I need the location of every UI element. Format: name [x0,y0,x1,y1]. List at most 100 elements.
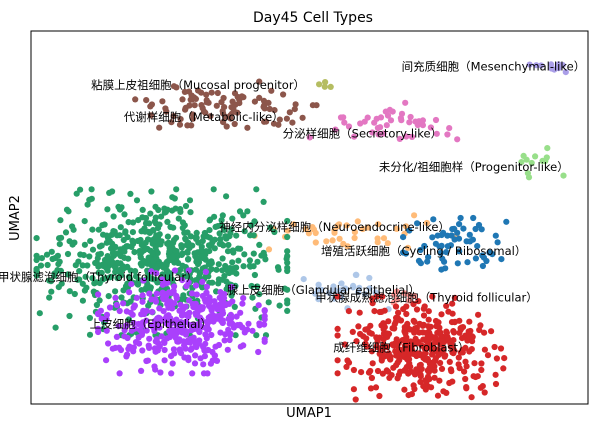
cell-point-cluster-8 [148,268,155,275]
cell-point-cluster-8 [202,268,209,275]
cell-point-cluster-5 [302,226,309,233]
cell-point-cluster-7 [260,249,267,256]
cell-point-cluster-7 [99,222,106,229]
cell-point-cluster-7 [106,274,114,281]
cell-point-cluster-6 [456,221,463,228]
cell-point-cluster-2 [291,106,298,113]
cell-point-cluster-2 [227,115,234,122]
cell-point-cluster-2 [289,119,296,126]
cell-point-cluster-11 [420,336,427,343]
cell-point-cluster-8 [237,343,244,350]
cell-point-cluster-6 [469,236,476,243]
cell-point-cluster-7 [84,201,91,208]
cell-point-cluster-8 [240,295,247,302]
cell-point-cluster-8 [261,316,268,323]
cell-point-cluster-8 [167,315,174,322]
chart-title: Day45 Cell Types [253,10,373,26]
cell-point-cluster-8 [189,370,196,377]
cell-point-cluster-7 [199,237,206,245]
cell-point-cluster-8 [139,329,146,336]
cell-point-cluster-11 [448,368,455,375]
cell-point-cluster-8 [117,346,125,354]
cell-point-cluster-7 [211,245,218,252]
cell-point-cluster-7 [262,256,269,263]
cell-point-cluster-7 [95,226,102,233]
cell-point-cluster-4 [532,153,539,160]
cell-point-cluster-7 [33,235,40,242]
cell-point-cluster-2 [184,122,191,129]
cluster-label-1: 间充质细胞（Mesenchymal-like） [402,59,586,73]
cell-point-cluster-7 [125,255,132,262]
cluster-label-7: 甲状腺滤泡细胞（Thyroid follicular） [0,270,198,284]
cell-point-cluster-8 [153,290,160,297]
cell-point-cluster-8 [168,353,175,360]
cell-point-cluster-11 [384,352,391,359]
cell-point-cluster-6 [464,259,471,266]
cell-point-cluster-2 [170,113,177,120]
cell-point-cluster-11 [341,341,348,348]
cell-point-cluster-7 [87,238,94,245]
cell-point-cluster-8 [170,287,177,294]
cell-point-cluster-11 [501,355,508,362]
cell-point-cluster-2 [256,78,263,85]
cell-point-cluster-7 [187,209,194,216]
cell-point-cluster-7 [233,264,240,271]
cell-point-cluster-2 [261,105,268,112]
cell-point-cluster-11 [372,384,380,391]
cell-point-cluster-7 [260,198,267,205]
cell-point-cluster-2 [268,87,275,94]
cell-point-cluster-8 [185,267,192,274]
cell-point-cluster-7 [103,232,110,239]
cell-point-cluster-8 [197,306,204,313]
cell-point-cluster-7 [196,269,203,276]
cell-point-cluster-3 [427,124,434,131]
cell-point-cluster-8 [128,327,135,334]
cell-point-cluster-3 [402,99,409,106]
cell-point-cluster-3 [396,135,403,142]
cell-point-cluster-3 [373,115,380,122]
cell-point-cluster-7 [89,275,96,282]
cell-point-cluster-7 [141,225,148,232]
cell-point-cluster-8 [160,290,167,297]
cell-point-cluster-11 [493,355,500,362]
cell-point-cluster-4 [542,157,549,165]
y-axis-label: UMAP2 [8,195,23,241]
cell-point-cluster-7 [227,230,234,237]
cell-point-cluster-11 [403,310,410,318]
cell-point-cluster-7 [145,302,152,309]
cell-point-cluster-7 [175,215,182,222]
cell-point-cluster-11 [462,375,469,383]
cell-point-cluster-7 [166,248,173,255]
cell-point-cluster-11 [425,323,432,330]
cell-point-cluster-2 [177,116,184,123]
cell-point-cluster-9 [315,296,322,303]
cell-point-cluster-8 [130,348,137,355]
cluster-label-2: 代谢样细胞（Metabolic-like） [124,110,284,124]
cell-point-cluster-8 [228,284,235,291]
cell-point-cluster-10 [394,296,401,303]
cell-point-cluster-8 [203,283,210,290]
cell-point-cluster-11 [355,323,362,330]
cell-point-cluster-11 [410,350,417,357]
cell-point-cluster-7 [156,231,163,238]
cell-point-cluster-11 [477,322,484,329]
cell-point-cluster-6 [424,258,431,265]
cell-point-cluster-7 [81,218,88,225]
cell-point-cluster-7 [284,248,291,255]
cell-point-cluster-7 [250,250,257,257]
cell-point-cluster-11 [378,308,385,315]
cell-point-cluster-11 [416,329,423,336]
cell-point-cluster-5 [404,244,412,251]
cell-point-cluster-7 [47,278,55,285]
cell-point-cluster-11 [456,317,463,324]
cell-point-cluster-8 [197,355,204,362]
cell-point-cluster-8 [139,347,146,354]
cell-point-cluster-11 [334,332,341,339]
cell-point-cluster-7 [247,232,254,239]
cell-point-cluster-8 [179,329,186,336]
cell-point-cluster-11 [381,324,388,331]
cell-point-cluster-5 [380,235,388,242]
cell-point-cluster-2 [219,108,226,115]
cell-point-cluster-11 [463,385,470,392]
cell-point-cluster-3 [332,126,339,133]
